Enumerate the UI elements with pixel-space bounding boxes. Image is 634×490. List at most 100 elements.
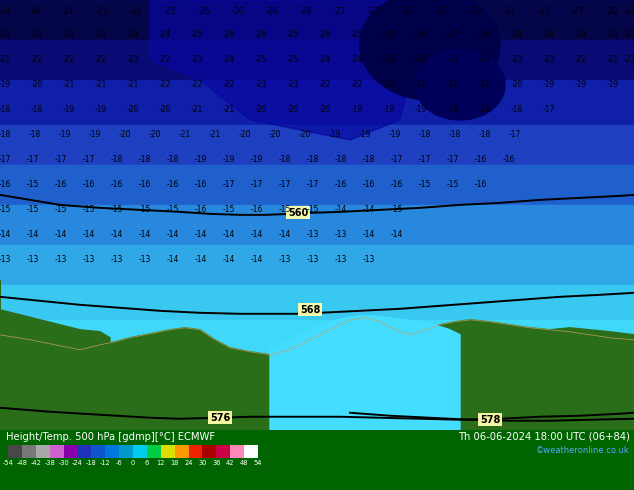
Text: -19: -19 [329, 130, 341, 140]
Text: -14: -14 [0, 230, 11, 239]
Text: -23: -23 [383, 55, 395, 65]
Text: -22: -22 [159, 55, 171, 65]
Text: -22: -22 [624, 30, 634, 40]
Bar [77, 445, 91, 458]
Text: -28: -28 [300, 7, 312, 17]
Text: -13: -13 [0, 255, 11, 264]
Text: -25: -25 [191, 30, 203, 40]
Bar [161, 445, 174, 458]
Text: -22: -22 [319, 80, 331, 90]
Text: -24: -24 [158, 30, 171, 40]
Text: -23: -23 [511, 55, 523, 65]
Text: -18: -18 [29, 130, 41, 140]
Text: -26: -26 [232, 7, 244, 17]
Text: -24: -24 [29, 7, 41, 17]
Text: -27: -27 [368, 7, 380, 17]
Text: -19: -19 [543, 80, 555, 90]
Bar [105, 445, 119, 458]
Text: -22: -22 [383, 80, 395, 90]
Text: -16: -16 [0, 180, 11, 189]
Text: 18: 18 [171, 460, 179, 466]
Text: -19: -19 [223, 155, 235, 165]
Text: -15: -15 [0, 205, 11, 214]
Text: -19: -19 [251, 155, 263, 165]
Text: -26: -26 [319, 30, 331, 40]
Text: -22: -22 [351, 80, 363, 90]
Text: ©weatheronline.co.uk: ©weatheronline.co.uk [536, 446, 630, 455]
Text: -18: -18 [31, 105, 43, 115]
Text: -16: -16 [503, 155, 515, 165]
Text: -16: -16 [167, 180, 179, 189]
Text: -14: -14 [363, 205, 375, 214]
Text: -23: -23 [127, 55, 139, 65]
Text: -14: -14 [335, 205, 347, 214]
Text: -18: -18 [0, 130, 11, 140]
Text: -18: -18 [307, 155, 319, 165]
Text: -15: -15 [279, 205, 291, 214]
Text: -13: -13 [55, 255, 67, 264]
Text: -16: -16 [55, 180, 67, 189]
Text: -25: -25 [287, 55, 299, 65]
Text: -17: -17 [419, 155, 431, 165]
Text: -18: -18 [335, 155, 347, 165]
Text: -48: -48 [16, 460, 27, 466]
Bar [8, 445, 22, 458]
Text: -26: -26 [415, 30, 427, 40]
Text: -20: -20 [511, 80, 523, 90]
Text: -27: -27 [334, 7, 346, 17]
Text: -23: -23 [447, 55, 459, 65]
Text: -14: -14 [167, 255, 179, 264]
Text: 30: 30 [198, 460, 207, 466]
Text: -12: -12 [100, 460, 110, 466]
Text: -17: -17 [0, 155, 11, 165]
Text: -13: -13 [111, 255, 123, 264]
Text: -15: -15 [55, 205, 67, 214]
Text: -15: -15 [167, 205, 179, 214]
Text: -21: -21 [607, 55, 619, 65]
Text: -23: -23 [287, 80, 299, 90]
Text: -25: -25 [130, 7, 142, 17]
Text: -15: -15 [391, 205, 403, 214]
Text: -38: -38 [44, 460, 55, 466]
Text: -21: -21 [209, 130, 221, 140]
Text: -17: -17 [543, 105, 555, 115]
Text: -19: -19 [0, 80, 11, 90]
Text: -15: -15 [139, 205, 151, 214]
Text: -21: -21 [63, 80, 75, 90]
Text: -27: -27 [402, 7, 414, 17]
Text: -20: -20 [287, 105, 299, 115]
Text: -15: -15 [27, 205, 39, 214]
Text: -18: -18 [279, 155, 291, 165]
Text: -16: -16 [391, 180, 403, 189]
Text: -19: -19 [95, 105, 107, 115]
Text: -24: -24 [61, 7, 74, 17]
Text: 578: 578 [480, 415, 500, 425]
Text: -20: -20 [158, 105, 171, 115]
Bar [147, 445, 161, 458]
Text: -15: -15 [419, 180, 431, 189]
Text: -18: -18 [363, 155, 375, 165]
Text: -17: -17 [83, 155, 95, 165]
Polygon shape [0, 280, 110, 430]
Bar [119, 445, 133, 458]
Text: -16: -16 [335, 180, 347, 189]
Text: -19: -19 [59, 130, 71, 140]
Text: Th 06-06-2024 18:00 UTC (06+84): Th 06-06-2024 18:00 UTC (06+84) [458, 432, 630, 442]
Text: -42: -42 [30, 460, 41, 466]
Text: -26: -26 [543, 30, 555, 40]
Text: -14: -14 [363, 230, 375, 239]
Bar [91, 445, 105, 458]
Bar [174, 445, 188, 458]
Text: -22: -22 [95, 55, 107, 65]
Text: -20: -20 [239, 130, 251, 140]
Text: -25: -25 [351, 30, 363, 40]
Text: -16: -16 [139, 180, 151, 189]
Text: -23: -23 [31, 30, 43, 40]
Bar [36, 445, 49, 458]
Text: -19: -19 [575, 80, 587, 90]
Text: -6: -6 [116, 460, 122, 466]
Text: -18: -18 [449, 130, 461, 140]
Text: -22: -22 [575, 55, 587, 65]
Text: -18: -18 [511, 105, 523, 115]
Text: -13: -13 [335, 230, 347, 239]
